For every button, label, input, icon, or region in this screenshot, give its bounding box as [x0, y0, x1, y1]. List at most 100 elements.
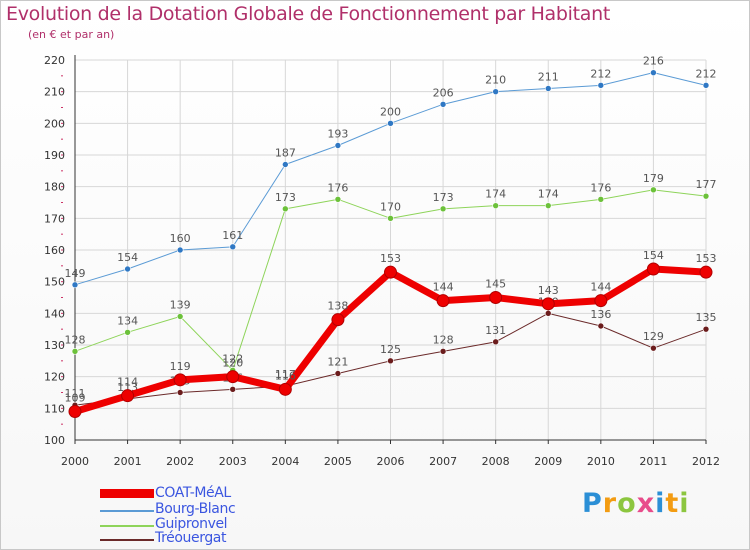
data-label: 176 [327, 181, 348, 194]
data-point [124, 329, 131, 336]
proxiti-logo: Proxiti [582, 488, 690, 519]
y-tick-label: 190 [44, 149, 65, 162]
chart-subtitle: (en € et par an) [28, 28, 115, 41]
data-point [334, 370, 342, 377]
data-point [699, 265, 713, 279]
x-tick-label: 2006 [377, 455, 405, 468]
data-label: 177 [696, 178, 717, 191]
data-label: 122 [222, 352, 243, 365]
data-label: 120 [222, 357, 243, 370]
data-point [71, 348, 79, 355]
data-label: 143 [538, 284, 559, 297]
data-label: 173 [275, 191, 296, 204]
y-tick-label: 100 [44, 434, 65, 447]
x-tick-label: 2012 [692, 455, 720, 468]
logo-letter: o [617, 488, 637, 519]
data-label: 206 [433, 86, 454, 99]
logo-letter: t [665, 488, 680, 519]
data-label: 134 [117, 314, 138, 327]
data-point [597, 196, 605, 203]
legend-swatch [100, 510, 154, 512]
data-point [387, 215, 394, 222]
logo-letter: P [582, 488, 603, 519]
x-tick-label: 2000 [61, 455, 89, 468]
logo-letter: i [679, 488, 690, 519]
data-point [71, 281, 79, 289]
data-label: 174 [538, 188, 559, 201]
data-label: 149 [65, 267, 86, 280]
data-point [384, 265, 397, 279]
data-point [544, 202, 552, 209]
data-point [229, 243, 237, 251]
x-tick-label: 2010 [587, 455, 615, 468]
y-tick-label: 120 [44, 371, 65, 384]
data-label: 109 [65, 392, 86, 405]
data-label: 128 [65, 333, 86, 346]
data-point [702, 325, 710, 333]
logo-letter: r [602, 488, 618, 519]
x-tick-label: 2007 [429, 455, 457, 468]
x-tick-label: 2008 [482, 455, 510, 468]
data-point [387, 357, 394, 365]
data-label: 144 [590, 281, 611, 294]
y-tick-label: 200 [44, 117, 65, 130]
data-label: 193 [327, 128, 348, 141]
data-label: 128 [433, 333, 454, 346]
x-tick-label: 2004 [271, 455, 299, 468]
data-point [331, 313, 345, 327]
data-point [492, 338, 499, 346]
data-point [650, 186, 657, 194]
legend-label: COAT-MéAL [155, 485, 231, 501]
data-label: 173 [433, 191, 454, 204]
data-point [650, 69, 657, 76]
data-point [278, 382, 292, 396]
logo-letter: x [636, 488, 656, 519]
data-point [702, 82, 710, 89]
data-point [436, 294, 450, 308]
data-point [176, 246, 184, 254]
data-label: 210 [485, 74, 506, 87]
chart-title: Evolution de la Dotation Globale de Fonc… [6, 3, 611, 25]
data-point [176, 389, 184, 396]
data-label: 121 [327, 356, 348, 369]
y-tick-label: 180 [44, 181, 65, 194]
data-label: 114 [117, 376, 138, 389]
data-point [646, 262, 660, 276]
legend-swatch [100, 539, 154, 541]
y-tick-label: 160 [44, 244, 65, 257]
data-point [173, 373, 187, 387]
data-point [544, 85, 552, 92]
data-point [492, 88, 499, 95]
data-label: 145 [485, 278, 506, 291]
data-point [334, 196, 342, 203]
data-label: 139 [170, 299, 191, 312]
y-tick-label: 140 [44, 307, 65, 320]
legend-swatch [100, 489, 154, 498]
data-label: 116 [275, 369, 296, 382]
data-label: 136 [590, 308, 611, 321]
data-label: 160 [170, 232, 191, 245]
x-tick-label: 2009 [534, 455, 562, 468]
data-point [650, 344, 657, 352]
data-point [439, 205, 447, 213]
x-tick-label: 2001 [114, 455, 142, 468]
data-point [597, 82, 605, 89]
data-label: 200 [380, 105, 401, 118]
data-point [121, 389, 135, 403]
y-tick-label: 130 [44, 339, 65, 352]
data-point [597, 322, 605, 330]
x-tick-label: 2011 [639, 455, 667, 468]
data-label: 138 [327, 300, 348, 313]
data-label: 161 [222, 229, 243, 242]
data-point [702, 192, 710, 200]
y-tick-label: 170 [44, 212, 65, 225]
data-label: 176 [590, 181, 611, 194]
data-label: 170 [380, 200, 401, 213]
data-label: 216 [643, 55, 664, 68]
data-point [124, 265, 131, 273]
data-label: 153 [696, 252, 717, 265]
data-point [439, 348, 447, 355]
data-point [439, 101, 447, 108]
y-tick-label: 210 [44, 86, 65, 99]
